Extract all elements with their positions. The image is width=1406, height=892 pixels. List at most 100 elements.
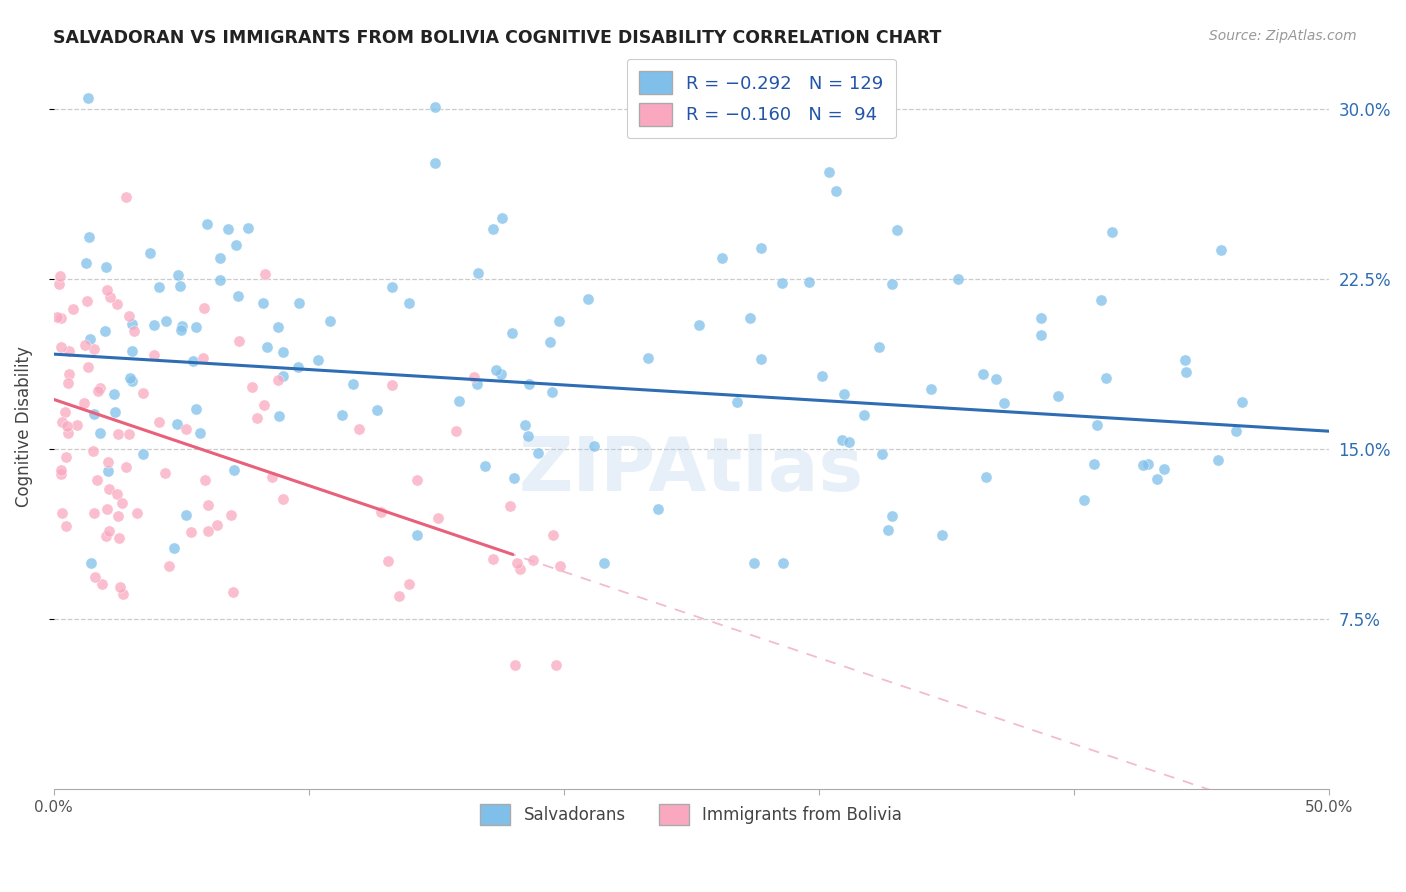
Point: [517, 429, 540, 443]
Point: [83, 407, 105, 421]
Point: [253, 398, 276, 412]
Point: [58, 426, 80, 441]
Point: [89, 381, 111, 395]
Point: [51, 463, 73, 477]
Point: [886, 222, 908, 236]
Point: [184, 402, 207, 417]
Point: [484, 363, 506, 377]
Point: [366, 402, 388, 417]
Point: [342, 377, 364, 392]
Point: [946, 272, 969, 286]
Point: [209, 273, 232, 287]
Point: [104, 405, 127, 419]
Point: [513, 417, 536, 432]
Point: [489, 367, 512, 381]
Point: [94, 324, 117, 338]
Point: [491, 211, 513, 225]
Point: [96, 260, 118, 275]
Point: [73, 395, 96, 409]
Point: [319, 314, 342, 328]
Point: [103, 387, 125, 401]
Point: [222, 463, 245, 477]
Point: [498, 499, 520, 513]
Point: [1090, 293, 1112, 307]
Point: [931, 528, 953, 542]
Point: [56, 419, 79, 434]
Point: [79, 332, 101, 346]
Point: [51, 507, 73, 521]
Point: [427, 510, 450, 524]
Point: [217, 221, 239, 235]
Point: [115, 190, 138, 204]
Point: [58, 343, 80, 358]
Point: [181, 354, 204, 368]
Point: [97, 464, 120, 478]
Point: [143, 318, 166, 332]
Point: [205, 517, 228, 532]
Point: [225, 237, 247, 252]
Point: [166, 417, 188, 431]
Point: [1083, 457, 1105, 471]
Point: [131, 386, 153, 401]
Point: [465, 377, 488, 392]
Point: [46, 310, 69, 324]
Point: [51, 467, 73, 481]
Point: [381, 377, 404, 392]
Point: [688, 318, 710, 332]
Point: [262, 469, 284, 483]
Point: [107, 427, 129, 442]
Point: [236, 221, 259, 235]
Point: [96, 529, 118, 543]
Point: [148, 415, 170, 429]
Point: [288, 296, 311, 310]
Point: [125, 506, 148, 520]
Point: [287, 360, 309, 375]
Point: [406, 528, 429, 542]
Point: [271, 368, 294, 383]
Point: [425, 100, 447, 114]
Point: [1137, 457, 1160, 471]
Point: [831, 433, 853, 447]
Text: ZIPAtlas: ZIPAtlas: [519, 434, 863, 507]
Point: [548, 558, 571, 573]
Point: [467, 266, 489, 280]
Point: [370, 505, 392, 519]
Point: [75, 337, 97, 351]
Point: [105, 487, 128, 501]
Point: [811, 369, 834, 384]
Point: [307, 353, 329, 368]
Point: [267, 409, 290, 423]
Point: [77, 91, 100, 105]
Point: [111, 495, 134, 509]
Point: [87, 384, 110, 398]
Point: [1073, 493, 1095, 508]
Point: [86, 473, 108, 487]
Point: [1206, 453, 1229, 467]
Point: [522, 553, 544, 567]
Point: [83, 506, 105, 520]
Point: [540, 384, 562, 399]
Text: SALVADORAN VS IMMIGRANTS FROM BOLIVIA COGNITIVE DISABILITY CORRELATION CHART: SALVADORAN VS IMMIGRANTS FROM BOLIVIA CO…: [53, 29, 942, 46]
Point: [1094, 371, 1116, 385]
Point: [381, 279, 404, 293]
Point: [58, 367, 80, 381]
Point: [538, 334, 561, 349]
Point: [548, 314, 571, 328]
Point: [1101, 225, 1123, 239]
Point: [157, 559, 180, 574]
Point: [148, 280, 170, 294]
Point: [882, 277, 904, 291]
Point: [112, 587, 135, 601]
Point: [986, 372, 1008, 386]
Point: [423, 156, 446, 170]
Point: [188, 426, 211, 441]
Point: [503, 471, 526, 485]
Point: [501, 326, 523, 341]
Point: [240, 380, 263, 394]
Point: [1132, 458, 1154, 472]
Point: [121, 318, 143, 332]
Point: [80, 556, 103, 570]
Point: [228, 334, 250, 348]
Point: [920, 382, 942, 396]
Point: [388, 589, 411, 603]
